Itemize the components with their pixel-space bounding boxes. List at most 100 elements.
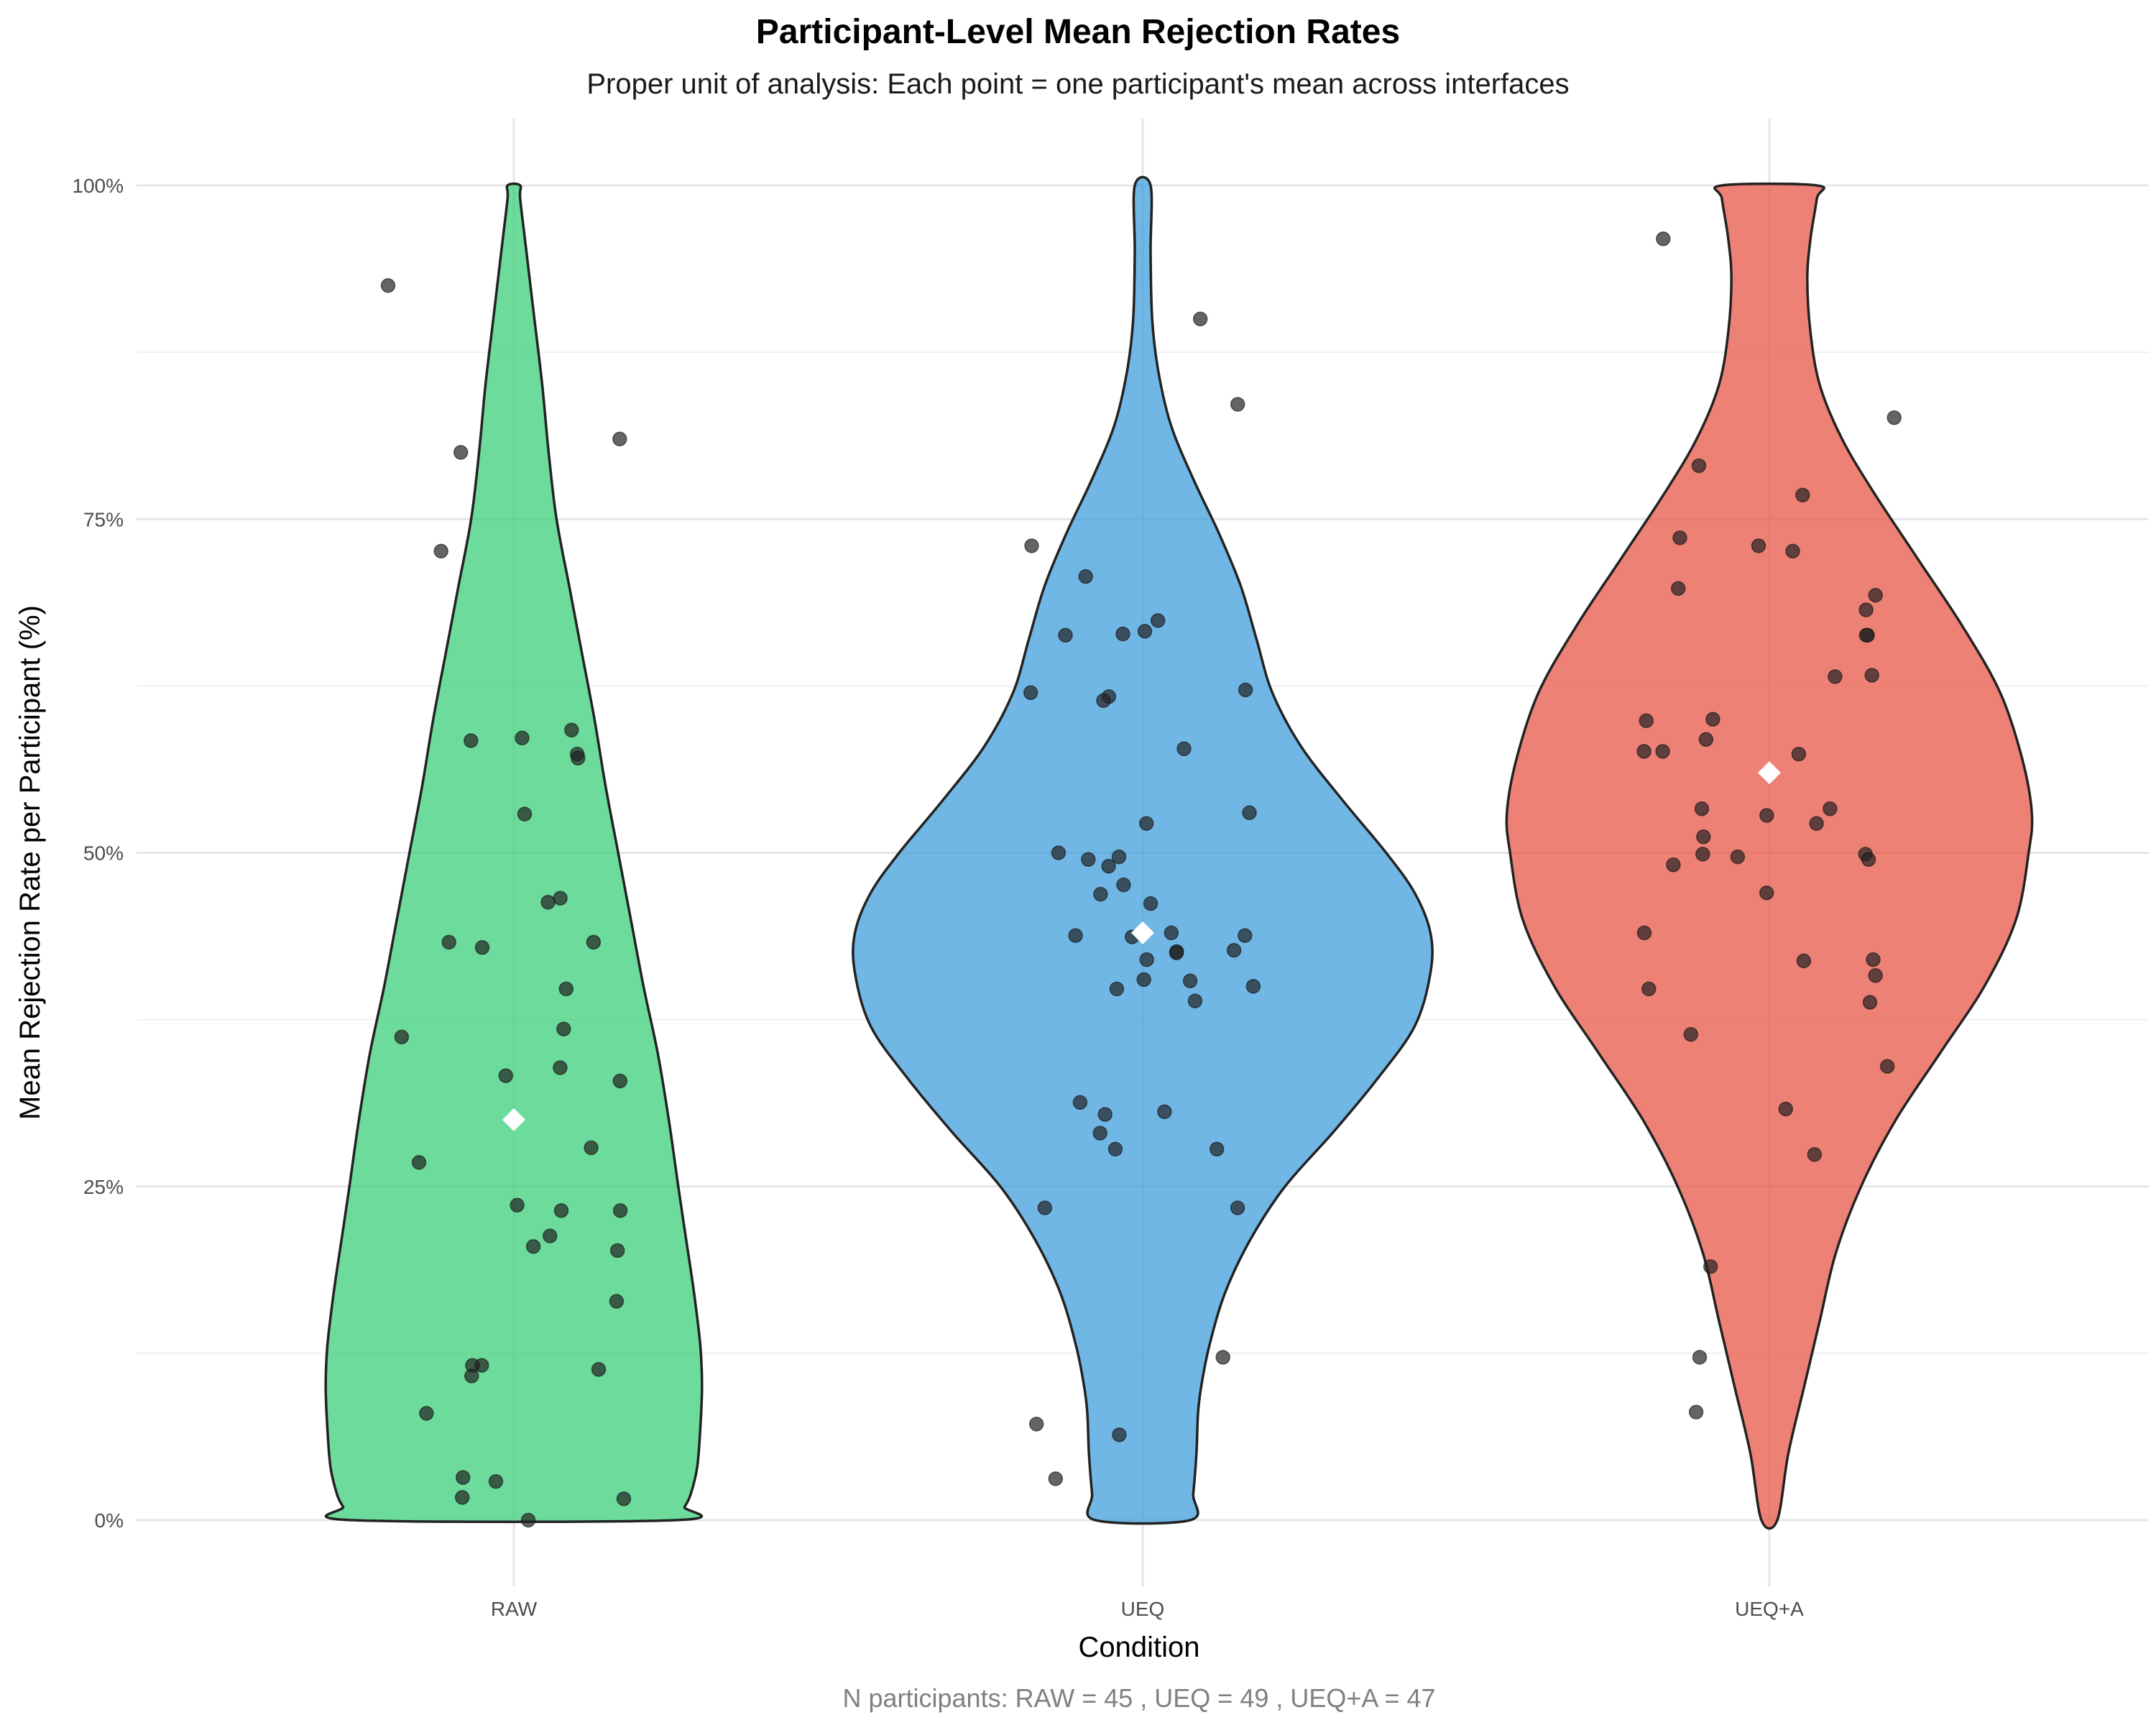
data-point [1730, 849, 1746, 865]
data-point [1641, 981, 1657, 997]
data-point [1705, 712, 1720, 727]
y-tick-label: 75% [83, 508, 124, 530]
data-point [616, 1491, 632, 1506]
data-point [1698, 732, 1714, 747]
data-point [1238, 928, 1253, 943]
data-point [1672, 530, 1687, 546]
mean-marker [1131, 921, 1154, 944]
x-tick-label: UEQ+A [1735, 1598, 1804, 1620]
data-point [1187, 993, 1203, 1008]
violins [324, 175, 2034, 1530]
y-tick-label: 0% [95, 1509, 124, 1532]
data-point [1093, 886, 1108, 902]
data-point [584, 1140, 599, 1156]
data-point [1072, 1095, 1088, 1110]
violin-ueqplusa [1505, 182, 2034, 1530]
data-point [1688, 1404, 1704, 1420]
data-points [380, 231, 1902, 1528]
data-point [474, 940, 490, 955]
data-point [1048, 1471, 1064, 1486]
chart-caption: N participants: RAW = 45 , UEQ = 49 , UE… [842, 1683, 1435, 1713]
data-point [433, 543, 448, 559]
data-point [1245, 978, 1261, 994]
data-point [1111, 849, 1127, 865]
data-point [1683, 1026, 1699, 1042]
data-point [1192, 311, 1208, 326]
data-point [564, 722, 579, 737]
data-point [1096, 693, 1111, 709]
data-point [498, 1068, 514, 1083]
data-point [1051, 845, 1067, 860]
data-point [1864, 668, 1879, 683]
data-point [1809, 816, 1824, 831]
data-point [1157, 1104, 1172, 1120]
data-point [1636, 925, 1652, 941]
data-point [464, 1368, 479, 1384]
data-point [1759, 808, 1774, 823]
data-point [1023, 685, 1038, 700]
data-point [571, 750, 586, 765]
data-point [1109, 981, 1125, 997]
y-tick-label: 50% [83, 842, 124, 865]
data-point [1828, 669, 1843, 684]
data-point [1150, 613, 1166, 628]
data-point [454, 1490, 470, 1505]
data-point [553, 891, 568, 906]
data-point [612, 431, 627, 447]
data-point [1215, 1350, 1230, 1365]
data-point [1143, 896, 1158, 911]
violin-raw [324, 182, 704, 1524]
data-point [441, 934, 456, 950]
data-point [411, 1155, 427, 1170]
data-point [1169, 945, 1184, 961]
data-point [453, 445, 469, 460]
data-point [1112, 1427, 1127, 1443]
data-point [1238, 682, 1253, 698]
data-point [1078, 569, 1093, 584]
x-tick-label: UEQ [1121, 1598, 1165, 1620]
x-axis-title: Condition [1078, 1632, 1199, 1663]
data-point [1759, 885, 1774, 901]
data-point [488, 1473, 504, 1489]
data-point [1242, 805, 1257, 821]
data-point [525, 1239, 541, 1254]
data-point [1670, 581, 1686, 597]
chart-title: Participant-Level Mean Rejection Rates [756, 13, 1400, 51]
data-point [1868, 968, 1883, 983]
data-point [591, 1361, 607, 1377]
data-point [558, 981, 574, 997]
data-point [1751, 538, 1766, 553]
data-point [553, 1202, 569, 1218]
data-point [556, 1021, 571, 1036]
data-point [1695, 847, 1710, 862]
mean-markers [502, 761, 1781, 1131]
data-point [1116, 877, 1131, 893]
data-point [520, 1512, 536, 1528]
data-point [1176, 741, 1192, 756]
data-point [1866, 952, 1881, 967]
data-point [1037, 1200, 1053, 1215]
data-point [1164, 925, 1179, 941]
data-point [394, 1029, 410, 1045]
data-point [1886, 410, 1902, 426]
data-point [540, 894, 556, 910]
data-point [1879, 1059, 1895, 1074]
data-point [1028, 1417, 1044, 1432]
y-tick-label: 100% [72, 175, 124, 197]
axes: 0% 25% 50% 75% 100% RAW UEQ UEQ+A [72, 175, 1804, 1620]
data-point [1182, 973, 1198, 989]
data-point [510, 1197, 525, 1213]
data-point [1666, 857, 1681, 873]
data-point [455, 1470, 471, 1485]
data-point [1138, 816, 1154, 831]
data-point [1858, 627, 1874, 643]
data-point [1137, 623, 1153, 639]
data-point [419, 1406, 434, 1421]
data-point [1861, 852, 1876, 868]
data-point [1696, 829, 1711, 845]
data-point [1139, 952, 1154, 967]
data-point [1791, 746, 1807, 762]
data-point [1107, 1141, 1123, 1157]
mean-marker [1758, 761, 1781, 785]
